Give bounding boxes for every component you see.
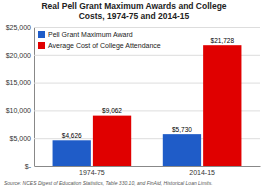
- x-tick-label: 1974-75: [79, 169, 105, 176]
- bar: [53, 140, 91, 166]
- y-tick: $25,000: [6, 24, 260, 31]
- data-labels: $4,626 $5,730 $9,062 $21,728: [62, 37, 235, 139]
- y-axis: $- $5,000 $10,000 $15,000 $20,000 $25,000: [6, 24, 260, 170]
- title-line: Real Pell Grant Maximum Awards and Colle…: [41, 1, 226, 11]
- legend-item: Pell Grant Maximum Award: [38, 31, 133, 38]
- legend-item: Average Cost of College Attendance: [38, 42, 161, 50]
- data-label: $4,626: [62, 132, 82, 139]
- title-line: Costs, 1974-75 and 2014-15: [79, 11, 190, 21]
- x-tick-label: 2014-15: [189, 169, 215, 176]
- grid-line: [34, 27, 260, 28]
- bar: [163, 134, 201, 166]
- y-tick-label: $20,000: [6, 52, 31, 59]
- chart: $- $5,000 $10,000 $15,000 $20,000 $25,000 1974…: [0, 0, 268, 188]
- legend-label: Average Cost of College Attendance: [48, 42, 161, 50]
- data-label: $9,062: [102, 107, 122, 114]
- legend: Pell Grant Maximum Award Average Cost of …: [38, 31, 161, 50]
- annotation: Source: NCES Digest of Education Statist…: [4, 180, 213, 186]
- title: Real Pell Grant Maximum Awards and Colle…: [41, 1, 226, 21]
- y-tick-label: $15,000: [6, 79, 31, 86]
- data-label: $21,728: [211, 37, 235, 44]
- x-axis-line: [35, 166, 261, 167]
- y-tick-label: $10,000: [6, 107, 31, 114]
- y-tick-label: $25,000: [6, 24, 31, 31]
- x-axis: 1974-75 2014-15: [35, 167, 261, 176]
- y-tick-label: $-: [25, 163, 32, 170]
- grid-line: [34, 166, 260, 167]
- y-axis-line: [35, 28, 261, 167]
- data-label: $5,730: [172, 126, 192, 133]
- bar: [93, 116, 131, 166]
- legend-swatch: [38, 42, 45, 49]
- y-tick-label: $5,000: [10, 135, 32, 142]
- legend-label: Pell Grant Maximum Award: [48, 31, 133, 38]
- bars: [53, 45, 242, 166]
- bar: [203, 45, 241, 166]
- x-tick: 1974-75: [79, 169, 105, 176]
- legend-swatch: [38, 31, 45, 38]
- x-tick: 2014-15: [189, 169, 215, 176]
